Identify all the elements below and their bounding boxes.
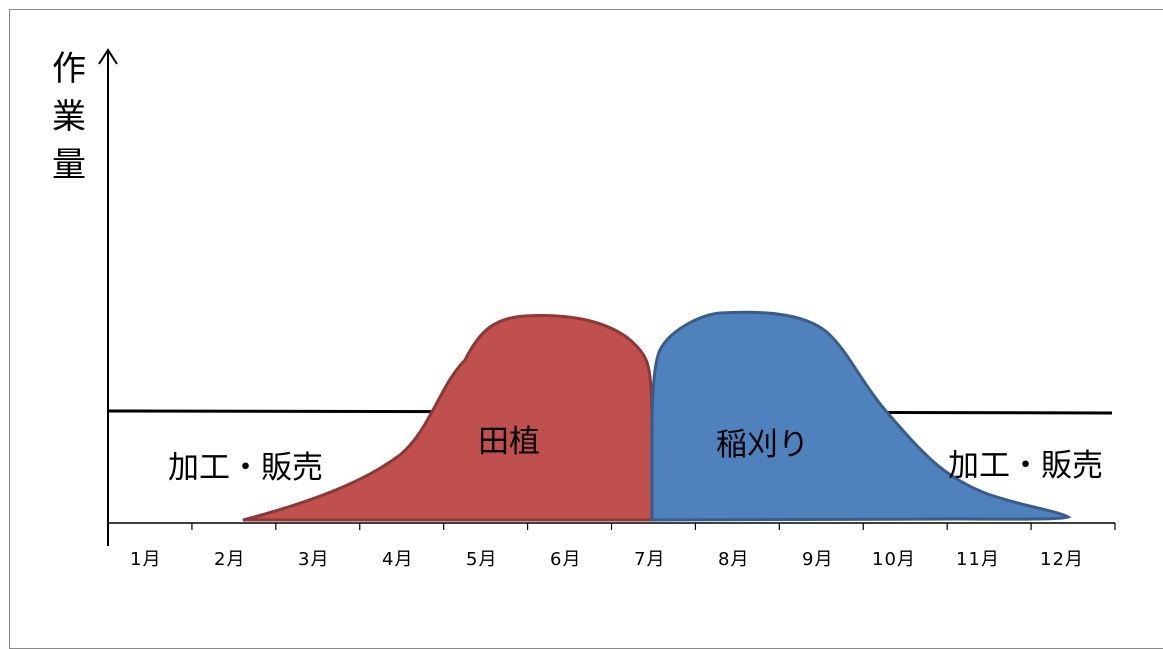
month-label: 1月 [130,549,161,570]
planting-label: 田植 [478,424,540,460]
month-label: 9月 [802,549,833,570]
x-axis-ticks [107,523,1116,530]
y-axis-label-char-1: 作 [52,49,86,89]
y-axis-label-char-2: 業 [52,97,86,137]
month-label: 2月 [214,549,245,570]
y-axis-arrowhead [98,48,118,65]
month-label: 4月 [382,549,413,570]
processing-label-right: 加工・販売 [948,448,1103,484]
planting-area [242,314,654,522]
month-label: 7月 [634,549,665,570]
y-axis-label: 作 業 量 [52,49,86,185]
month-labels: 1月 2月 3月 4月 5月 6月 7月 8月 9月 10月 11月 12月 [130,549,1084,570]
harvest-label: 稲刈り [716,427,809,463]
month-label: 5月 [466,549,497,570]
month-label: 12月 [1040,549,1084,570]
month-label: 6月 [550,549,581,570]
month-label: 3月 [298,549,329,570]
month-label: 10月 [872,549,916,570]
y-axis-label-char-3: 量 [52,145,86,185]
month-label: 8月 [718,549,749,570]
processing-label-left: 加工・販売 [168,450,323,486]
harvest-area [650,310,1072,522]
month-label: 11月 [956,549,1000,570]
workload-diagram: 作 業 量 田植 稲刈り 加工・販売 加工・販売 1月 2月 3月 4月 5月 … [52,48,1116,570]
